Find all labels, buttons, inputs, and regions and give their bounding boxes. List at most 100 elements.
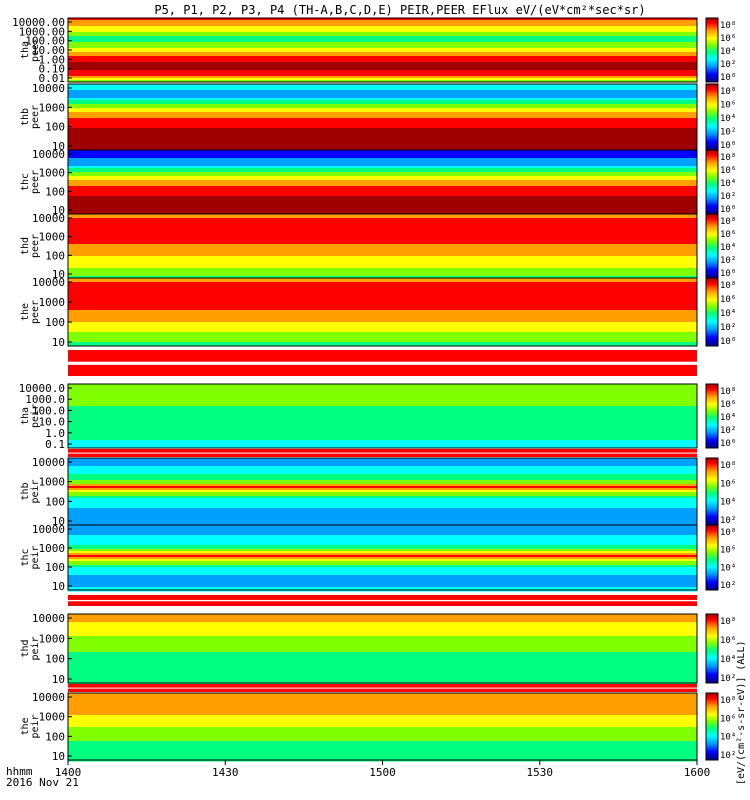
colorbar-tick-label: 10⁸ (720, 461, 736, 471)
spectrogram-band (68, 577, 697, 580)
panel-label-probe: thd (20, 639, 31, 657)
spectrogram-band (68, 138, 697, 141)
colorbar-tick-label: 10² (720, 674, 736, 684)
colorbar (705, 383, 719, 449)
spectrogram-band (68, 442, 697, 445)
spectrogram-band (68, 737, 697, 740)
spectrogram-band (68, 126, 697, 129)
y-tick-label: 1000 (39, 167, 66, 180)
y-tick-label: 100 (45, 249, 65, 262)
spectrogram-band (68, 310, 697, 313)
colorbar-tick-label: 10⁰ (720, 269, 736, 279)
y-tick-label: 10000 (32, 212, 65, 225)
spectrogram-band (68, 92, 697, 95)
spectrogram-band (68, 660, 697, 663)
y-tick-label: 10 (52, 580, 65, 593)
y-tick-label: 1.0 (45, 427, 65, 440)
spectrogram-band (68, 86, 697, 89)
spectrogram-band (68, 284, 697, 287)
spectrogram-band (68, 749, 697, 752)
spectrogram-band (68, 300, 697, 303)
colorbar-tick-label: 10⁴ (720, 733, 736, 743)
colorbar-tick-label: 10⁴ (720, 498, 736, 508)
spectrogram-band (68, 124, 697, 127)
colorbar (705, 277, 719, 347)
panel-thd_peir: thd peir 10000 1000 100 10 10⁸ 10⁶ 10⁴ 10² (20, 595, 736, 686)
spectrogram-band (68, 334, 697, 337)
panel-label-instrument: peer (30, 105, 41, 129)
spectrogram-band (68, 216, 697, 219)
spectrogram-band (68, 390, 697, 393)
spectrogram-band (68, 464, 697, 467)
spectrogram-band (68, 476, 697, 479)
y-tick-label: 10000 (32, 612, 65, 625)
spectrogram-band (68, 486, 697, 489)
colorbar-tick-label: 10⁸ (720, 617, 736, 627)
spectrogram-band (68, 308, 697, 311)
spectrogram-band (68, 42, 697, 45)
spectrogram-band (68, 444, 697, 447)
spectrogram-band (68, 701, 697, 704)
spectrogram-band (68, 512, 697, 515)
spectrogram-band (68, 630, 697, 633)
colorbar-tick-label: 10² (720, 323, 736, 333)
y-tick-label: 0.01 (39, 72, 66, 85)
y-tick-label: 10 (52, 268, 65, 281)
y-tick-label: 100 (45, 316, 65, 329)
spectrogram-band (68, 394, 697, 397)
y-tick-label: 100 (45, 653, 65, 666)
spectrogram-band (68, 674, 697, 677)
colorbar-tick-label: 10² (720, 426, 736, 436)
spectrogram-band (68, 539, 697, 542)
colorbar-tick-label: 10⁴ (720, 309, 736, 319)
colorbar-tick-label: 10⁸ (720, 217, 736, 227)
spectrogram-band (68, 496, 697, 499)
spectrogram-band (68, 614, 697, 617)
spectrogram-band (68, 516, 697, 519)
panel-tha_peer: tha peer 10000.001000.00100.0010.001.000.1… (12, 16, 736, 85)
x-tick-label: 1430 (212, 766, 239, 779)
spectrogram-band (68, 50, 697, 53)
spectrogram-band (68, 228, 697, 231)
spectrogram-band (68, 408, 697, 411)
spectrogram-band (68, 70, 697, 73)
spectrogram-band (68, 306, 697, 309)
spectrogram-band (68, 218, 697, 221)
spectrogram-band (68, 739, 697, 742)
x-axis-label-hhmm: hhmm (6, 765, 33, 778)
spectrogram-band (68, 551, 697, 554)
spectrogram-band (68, 715, 697, 718)
colorbar-tick-label: 10⁶ (720, 546, 736, 556)
spectrogram-band (68, 747, 697, 750)
y-tick-label: 10 (52, 515, 65, 528)
spectrogram-band (68, 106, 697, 109)
spectrogram-band (68, 642, 697, 645)
spectrogram-band (68, 30, 697, 33)
spectrogram-band (68, 250, 697, 253)
spectrogram-band (68, 711, 697, 714)
spectrogram-band (68, 648, 697, 651)
spectrogram-band (68, 318, 697, 321)
y-tick-label: 10 (52, 750, 65, 763)
y-tick-label: 1000 (39, 476, 66, 489)
spectrogram-band (68, 462, 697, 465)
spectrogram-band (68, 707, 697, 710)
spectrogram-band (68, 412, 697, 415)
spectrogram-band (68, 182, 697, 185)
y-tick-label: 10000 (32, 276, 65, 289)
spectrogram-band (68, 112, 697, 115)
colorbar-tick-label: 10⁸ (720, 528, 736, 538)
spectrogram-band (68, 176, 697, 179)
spectrogram-band (68, 709, 697, 712)
spectrogram-band (68, 54, 697, 57)
spectrogram-band (68, 158, 697, 161)
spectrogram-band (68, 312, 697, 315)
spectrogram-band (68, 561, 697, 564)
colorbar-tick-label: 10² (720, 751, 736, 761)
spectrogram-band (68, 656, 697, 659)
spectrogram-band (68, 543, 697, 546)
spectrogram-band (68, 472, 697, 475)
spectrogram-band (68, 583, 697, 586)
colorbar-tick-label: 10⁶ (720, 636, 736, 646)
